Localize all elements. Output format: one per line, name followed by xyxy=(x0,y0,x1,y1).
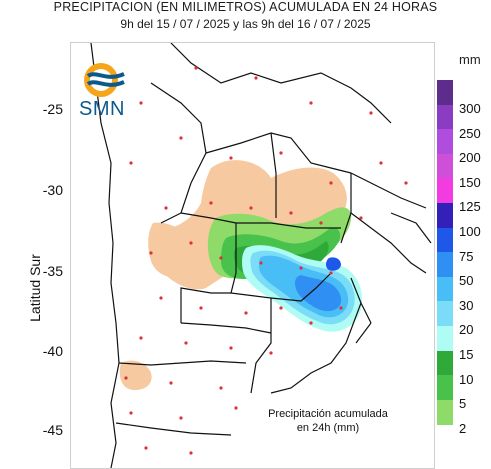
legend-label-30: 30 xyxy=(459,297,474,313)
light-rain-area-west xyxy=(148,222,198,278)
legend-label-15: 15 xyxy=(459,347,474,362)
legend-swatch-50 xyxy=(437,252,453,278)
legend-label-200: 200 xyxy=(459,150,481,166)
legend-swatch-250 xyxy=(437,104,453,130)
latitude-axis-label: Latitud Sur xyxy=(27,254,43,322)
lat-tick-30: -30 xyxy=(42,182,63,198)
legend-swatch-5 xyxy=(437,375,453,401)
legend-swatch-150 xyxy=(437,153,453,179)
legend-swatch-300 xyxy=(437,80,453,106)
legend-label-100: 100 xyxy=(459,224,481,239)
legend-label-5: 5 xyxy=(459,396,467,412)
legend-label-20: 20 xyxy=(459,322,474,338)
legend-swatch-30 xyxy=(437,276,453,302)
lat-tick-25: -25 xyxy=(42,101,63,117)
legend-swatch-200 xyxy=(437,129,453,155)
caption-line-2: en 24h (mm) xyxy=(296,422,360,434)
legend-swatch-125 xyxy=(437,178,453,204)
legend-label-50: 50 xyxy=(459,273,474,289)
lat-tick-40: -40 xyxy=(42,343,63,359)
map-svg xyxy=(90,43,432,468)
legend-caption: Precipitación acumulada en 24h (mm) xyxy=(258,407,398,435)
legend-swatch-15 xyxy=(437,326,453,352)
legend-swatch-100 xyxy=(437,203,453,229)
precipitation-map xyxy=(70,42,435,469)
light-rain-area-patagonia xyxy=(119,360,152,391)
legend-swatch-2 xyxy=(437,399,453,425)
legend-label-150: 150 xyxy=(459,174,481,190)
legend-label-10: 10 xyxy=(459,371,474,387)
precipitation-legend xyxy=(437,80,453,469)
legend-swatch-20 xyxy=(437,301,453,327)
map-date-range: 9h del 15 / 07 / 2025 y las 9h del 16 / … xyxy=(120,17,371,31)
lat-tick-45: -45 xyxy=(42,422,63,438)
legend-label-125: 125 xyxy=(459,199,481,215)
legend-label-75: 75 xyxy=(459,248,474,264)
smn-logo-text: SMN xyxy=(79,98,125,120)
smn-wave-logo-icon xyxy=(84,63,125,97)
province-borders xyxy=(90,43,432,468)
legend-label-250: 250 xyxy=(459,125,481,141)
rain-75-100mm-spot xyxy=(326,257,341,271)
legend-swatch-10 xyxy=(437,350,453,376)
legend-label-300: 300 xyxy=(459,101,481,116)
map-title: PRECIPITACION (EN MILIMETROS) ACUMULADA … xyxy=(53,0,438,14)
rain-50-75mm-band xyxy=(295,275,342,312)
legend-unit: mm xyxy=(459,52,481,67)
caption-line-1: Precipitación acumulada xyxy=(268,408,388,420)
legend-label-2: 2 xyxy=(459,420,467,436)
legend-swatch-75 xyxy=(437,227,453,253)
lat-tick-35: -35 xyxy=(42,263,63,279)
